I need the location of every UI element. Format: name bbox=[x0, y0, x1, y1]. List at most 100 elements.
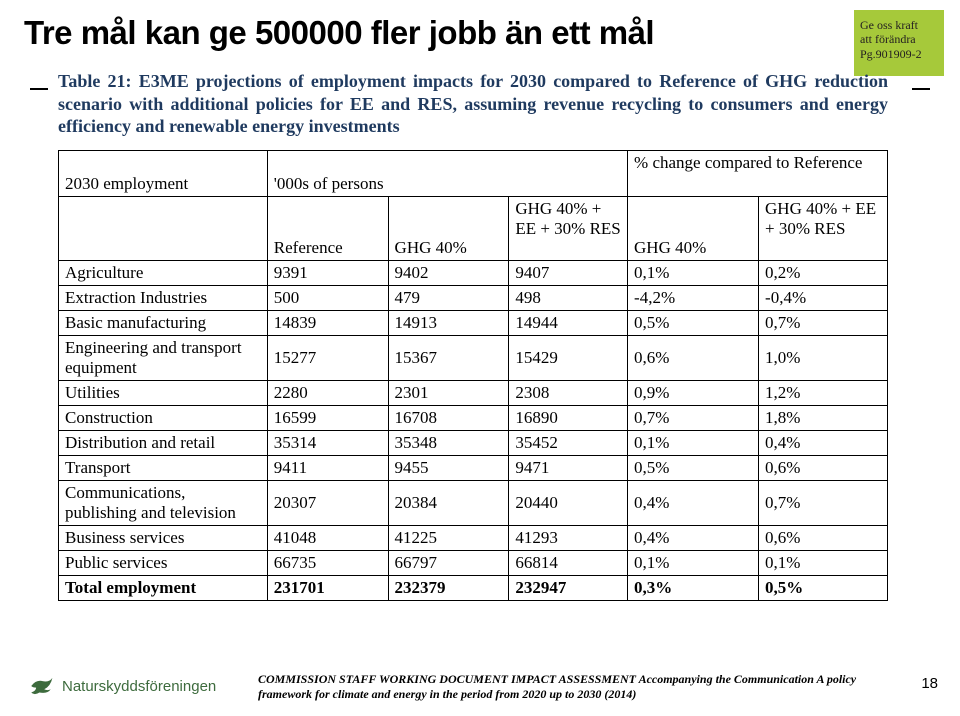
falcon-icon bbox=[28, 674, 54, 698]
cell-g40: 20384 bbox=[388, 481, 509, 526]
cell-ref: 66735 bbox=[267, 551, 388, 576]
cell-ref: 41048 bbox=[267, 526, 388, 551]
cell-ref: 500 bbox=[267, 286, 388, 311]
cell-ref: 16599 bbox=[267, 406, 388, 431]
cell-pcomb: 0,1% bbox=[759, 551, 888, 576]
cell-p40: 0,9% bbox=[628, 381, 759, 406]
cell-g40: 479 bbox=[388, 286, 509, 311]
cell-p40: 0,1% bbox=[628, 551, 759, 576]
hdr-relative: % change compared to Reference bbox=[628, 151, 888, 197]
table-row: Basic manufacturing1483914913149440,5%0,… bbox=[59, 311, 888, 336]
cell-p40: 0,4% bbox=[628, 481, 759, 526]
side-mark-left bbox=[30, 88, 48, 90]
cell-sector: Agriculture bbox=[59, 261, 268, 286]
cell-g40: 35348 bbox=[388, 431, 509, 456]
brand-badge: Ge oss kraft att förändra Pg.901909-2 bbox=[854, 10, 944, 76]
table-row: Transport9411945594710,5%0,6% bbox=[59, 456, 888, 481]
cell-ref: 20307 bbox=[267, 481, 388, 526]
table-row: Construction1659916708168900,7%1,8% bbox=[59, 406, 888, 431]
org-logo: Naturskyddsföreningen bbox=[28, 674, 216, 698]
hdr-blank bbox=[59, 197, 268, 261]
employment-table: 2030 employment '000s of persons % chang… bbox=[58, 150, 888, 601]
cell-p40: 0,7% bbox=[628, 406, 759, 431]
cell-p40: 0,5% bbox=[628, 311, 759, 336]
cell-pcomb: 0,4% bbox=[759, 431, 888, 456]
cell-pcomb: 0,7% bbox=[759, 481, 888, 526]
hdr-col-ref: Reference bbox=[267, 197, 388, 261]
cell-pcomb: -0,4% bbox=[759, 286, 888, 311]
org-name: Naturskyddsföreningen bbox=[62, 678, 216, 695]
cell-g40: 9402 bbox=[388, 261, 509, 286]
cell-g40: 14913 bbox=[388, 311, 509, 336]
cell-sector: Extraction Industries bbox=[59, 286, 268, 311]
cell-g40: 15367 bbox=[388, 336, 509, 381]
cell-p40: -4,2% bbox=[628, 286, 759, 311]
cell-g40: 16708 bbox=[388, 406, 509, 431]
hdr-col-combo1: GHG 40% + EE + 30% RES bbox=[509, 197, 628, 261]
cell-ref: 35314 bbox=[267, 431, 388, 456]
cell-g40: 2301 bbox=[388, 381, 509, 406]
cell-gcomb: 15429 bbox=[509, 336, 628, 381]
page-title: Tre mål kan ge 500000 fler jobb än ett m… bbox=[24, 14, 654, 52]
badge-line-3: Pg.901909-2 bbox=[860, 47, 938, 61]
hdr-col-combo2: GHG 40% + EE + 30% RES bbox=[759, 197, 888, 261]
cell-gcomb: 2308 bbox=[509, 381, 628, 406]
cell-p40: 0,1% bbox=[628, 431, 759, 456]
hdr-employment: 2030 employment bbox=[59, 151, 268, 197]
table-row: Communications, publishing and televisio… bbox=[59, 481, 888, 526]
table-body: 2030 employment '000s of persons % chang… bbox=[59, 151, 888, 601]
cell-p40: 0,1% bbox=[628, 261, 759, 286]
cell-pcomb: 0,7% bbox=[759, 311, 888, 336]
cell-pcomb: 0,2% bbox=[759, 261, 888, 286]
table-row: Extraction Industries500479498-4,2%-0,4% bbox=[59, 286, 888, 311]
cell-sector: Construction bbox=[59, 406, 268, 431]
cell-pcomb: 0,6% bbox=[759, 456, 888, 481]
cell-pcomb: 1,8% bbox=[759, 406, 888, 431]
cell-sector: Public services bbox=[59, 551, 268, 576]
cell-sector: Utilities bbox=[59, 381, 268, 406]
cell-ref: 2280 bbox=[267, 381, 388, 406]
page-number: 18 bbox=[921, 675, 938, 692]
cell-ref: 14839 bbox=[267, 311, 388, 336]
table-row: Utilities2280230123080,9%1,2% bbox=[59, 381, 888, 406]
table-row: Public services6673566797668140,1%0,1% bbox=[59, 551, 888, 576]
cell-g40: 66797 bbox=[388, 551, 509, 576]
cell-sector: Engineering and transport equipment bbox=[59, 336, 268, 381]
cell-ref: 15277 bbox=[267, 336, 388, 381]
cell-ref: 231701 bbox=[267, 576, 388, 601]
cell-p40: 0,5% bbox=[628, 456, 759, 481]
hdr-col-ghg2: GHG 40% bbox=[628, 197, 759, 261]
table-row: Agriculture9391940294070,1%0,2% bbox=[59, 261, 888, 286]
cell-g40: 9455 bbox=[388, 456, 509, 481]
cell-sector: Total employment bbox=[59, 576, 268, 601]
total-row: Total employment2317012323792329470,3%0,… bbox=[59, 576, 888, 601]
side-mark-right bbox=[912, 88, 930, 90]
header-row-1: 2030 employment '000s of persons % chang… bbox=[59, 151, 888, 197]
cell-gcomb: 14944 bbox=[509, 311, 628, 336]
cell-sector: Transport bbox=[59, 456, 268, 481]
table-caption: Table 21: E3ME projections of employment… bbox=[58, 70, 888, 138]
cell-gcomb: 20440 bbox=[509, 481, 628, 526]
cell-gcomb: 9407 bbox=[509, 261, 628, 286]
header-row-2: Reference GHG 40% GHG 40% + EE + 30% RES… bbox=[59, 197, 888, 261]
cell-pcomb: 1,0% bbox=[759, 336, 888, 381]
cell-pcomb: 0,5% bbox=[759, 576, 888, 601]
table-row: Engineering and transport equipment15277… bbox=[59, 336, 888, 381]
cell-pcomb: 0,6% bbox=[759, 526, 888, 551]
cell-g40: 232379 bbox=[388, 576, 509, 601]
cell-gcomb: 66814 bbox=[509, 551, 628, 576]
cell-gcomb: 35452 bbox=[509, 431, 628, 456]
cell-gcomb: 41293 bbox=[509, 526, 628, 551]
table-row: Business services4104841225412930,4%0,6% bbox=[59, 526, 888, 551]
cell-p40: 0,4% bbox=[628, 526, 759, 551]
cell-p40: 0,3% bbox=[628, 576, 759, 601]
cell-sector: Basic manufacturing bbox=[59, 311, 268, 336]
cell-ref: 9411 bbox=[267, 456, 388, 481]
cell-sector: Business services bbox=[59, 526, 268, 551]
cell-gcomb: 232947 bbox=[509, 576, 628, 601]
cell-ref: 9391 bbox=[267, 261, 388, 286]
footer-citation: COMMISSION STAFF WORKING DOCUMENT IMPACT… bbox=[258, 672, 858, 702]
hdr-col-ghg: GHG 40% bbox=[388, 197, 509, 261]
cell-p40: 0,6% bbox=[628, 336, 759, 381]
badge-line-2: att förändra bbox=[860, 32, 938, 46]
